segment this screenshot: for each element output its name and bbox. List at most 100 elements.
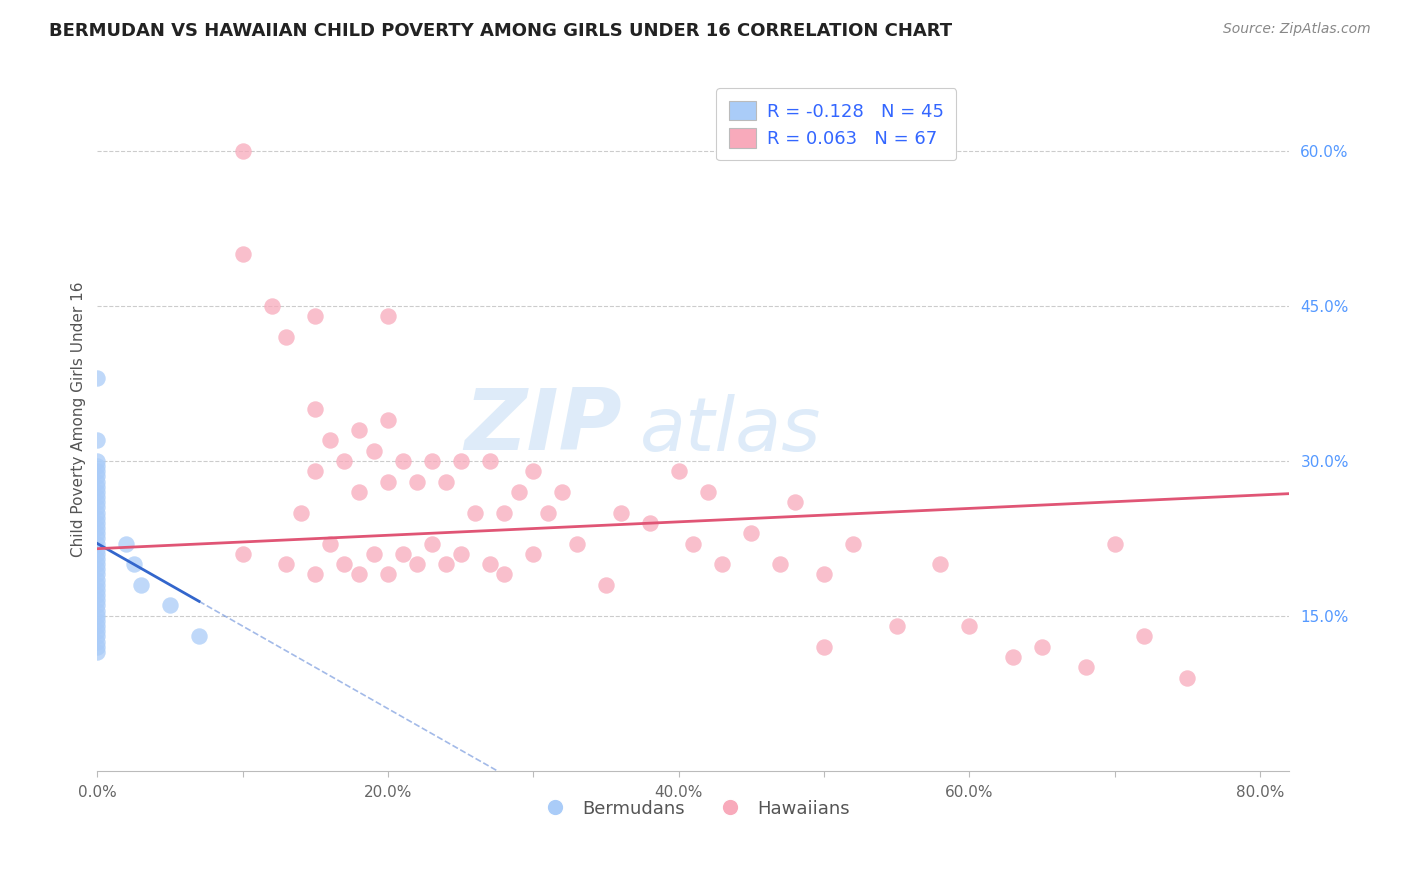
Point [86, 506, 108, 520]
Point [406, 557, 429, 571]
Point [842, 536, 865, 550]
Point [86, 490, 108, 504]
Point [232, 144, 254, 158]
Point [696, 484, 718, 499]
Point [333, 454, 356, 468]
Point [86, 634, 108, 648]
Point [304, 567, 326, 582]
Point [86, 484, 108, 499]
Point [478, 557, 501, 571]
Point [86, 567, 108, 582]
Point [1002, 650, 1025, 665]
Point [347, 484, 370, 499]
Point [86, 578, 108, 592]
Point [86, 557, 108, 571]
Point [86, 624, 108, 639]
Point [1133, 630, 1156, 644]
Point [769, 557, 792, 571]
Point [406, 475, 429, 489]
Point [86, 526, 108, 541]
Text: ZIP: ZIP [464, 385, 621, 468]
Point [377, 310, 399, 324]
Point [159, 599, 181, 613]
Point [929, 557, 952, 571]
Point [609, 506, 631, 520]
Text: atlas: atlas [640, 394, 821, 467]
Point [377, 475, 399, 489]
Point [86, 516, 108, 530]
Point [276, 330, 298, 344]
Point [115, 536, 138, 550]
Point [122, 557, 145, 571]
Point [740, 526, 762, 541]
Point [1031, 640, 1053, 654]
Point [86, 459, 108, 474]
Point [304, 402, 326, 417]
Text: BERMUDAN VS HAWAIIAN CHILD POVERTY AMONG GIRLS UNDER 16 CORRELATION CHART: BERMUDAN VS HAWAIIAN CHILD POVERTY AMONG… [49, 22, 952, 40]
Point [86, 608, 108, 623]
Point [478, 454, 501, 468]
Point [86, 552, 108, 566]
Point [86, 541, 108, 556]
Point [86, 495, 108, 509]
Point [86, 619, 108, 633]
Point [86, 582, 108, 597]
Point [522, 547, 544, 561]
Point [86, 645, 108, 659]
Point [86, 640, 108, 654]
Point [86, 573, 108, 587]
Point [813, 640, 835, 654]
Point [86, 536, 108, 550]
Point [333, 557, 356, 571]
Point [420, 536, 443, 550]
Point [638, 516, 661, 530]
Point [508, 484, 530, 499]
Point [464, 506, 486, 520]
Point [682, 536, 704, 550]
Point [304, 310, 326, 324]
Point [1074, 660, 1097, 674]
Point [1177, 671, 1199, 685]
Point [86, 604, 108, 618]
Point [86, 469, 108, 483]
Point [522, 464, 544, 478]
Point [1104, 536, 1126, 550]
Point [347, 423, 370, 437]
Point [86, 547, 108, 561]
Point [232, 247, 254, 261]
Point [494, 567, 516, 582]
Point [129, 578, 152, 592]
Point [86, 630, 108, 644]
Text: Source: ZipAtlas.com: Source: ZipAtlas.com [1223, 22, 1371, 37]
Point [959, 619, 981, 633]
Point [304, 464, 326, 478]
Point [276, 557, 298, 571]
Point [450, 547, 472, 561]
Legend: Bermudans, Hawaiians: Bermudans, Hawaiians [530, 792, 856, 825]
Point [260, 299, 283, 313]
Point [319, 434, 342, 448]
Point [232, 547, 254, 561]
Point [886, 619, 908, 633]
Point [551, 484, 574, 499]
Point [391, 454, 413, 468]
Point [86, 599, 108, 613]
Point [86, 532, 108, 546]
Point [668, 464, 690, 478]
Point [86, 480, 108, 494]
Point [86, 593, 108, 607]
Point [86, 588, 108, 602]
Point [783, 495, 806, 509]
Point [391, 547, 413, 561]
Point [377, 567, 399, 582]
Point [290, 506, 312, 520]
Point [363, 547, 385, 561]
Point [565, 536, 588, 550]
Point [434, 557, 457, 571]
Point [86, 614, 108, 628]
Point [188, 630, 211, 644]
Point [434, 475, 457, 489]
Point [86, 500, 108, 515]
Point [420, 454, 443, 468]
Point [711, 557, 734, 571]
